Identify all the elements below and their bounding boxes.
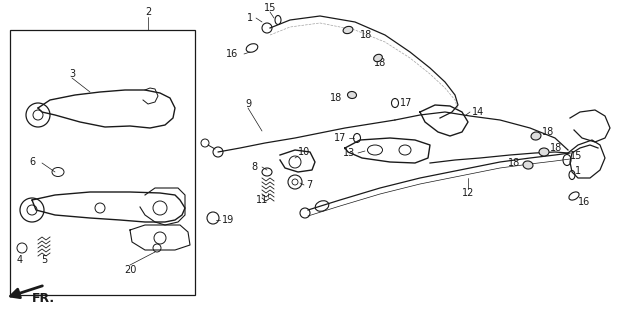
Ellipse shape bbox=[539, 148, 549, 156]
Text: 14: 14 bbox=[472, 107, 485, 117]
Bar bbox=[10, 30, 195, 295]
Text: 6: 6 bbox=[29, 157, 35, 167]
Text: 18: 18 bbox=[508, 158, 520, 168]
Text: 17: 17 bbox=[334, 133, 346, 143]
Ellipse shape bbox=[374, 54, 383, 62]
Text: 18: 18 bbox=[330, 93, 342, 103]
Text: 13: 13 bbox=[343, 148, 355, 158]
Text: 18: 18 bbox=[360, 30, 372, 40]
Text: 16: 16 bbox=[226, 49, 238, 59]
Text: 11: 11 bbox=[256, 195, 268, 205]
Text: 18: 18 bbox=[374, 58, 386, 68]
Text: 1: 1 bbox=[575, 166, 581, 176]
Text: 18: 18 bbox=[550, 143, 562, 153]
Text: 18: 18 bbox=[542, 127, 554, 137]
Text: 8: 8 bbox=[252, 162, 258, 172]
Text: 1: 1 bbox=[247, 13, 253, 23]
Text: 17: 17 bbox=[400, 98, 412, 108]
Text: 3: 3 bbox=[69, 69, 75, 79]
Ellipse shape bbox=[347, 92, 357, 99]
Text: 15: 15 bbox=[570, 151, 582, 161]
Text: 15: 15 bbox=[264, 3, 276, 13]
Text: 10: 10 bbox=[298, 147, 310, 157]
Text: 12: 12 bbox=[462, 188, 474, 198]
Ellipse shape bbox=[343, 26, 353, 34]
Text: 16: 16 bbox=[578, 197, 590, 207]
Text: 5: 5 bbox=[41, 255, 47, 265]
Ellipse shape bbox=[523, 161, 533, 169]
Text: 20: 20 bbox=[124, 265, 136, 275]
Text: 19: 19 bbox=[222, 215, 234, 225]
Text: 9: 9 bbox=[245, 99, 251, 109]
Text: 2: 2 bbox=[145, 7, 151, 17]
Ellipse shape bbox=[531, 132, 541, 140]
Text: 7: 7 bbox=[306, 180, 312, 190]
Text: FR.: FR. bbox=[32, 292, 55, 305]
Text: 4: 4 bbox=[17, 255, 23, 265]
